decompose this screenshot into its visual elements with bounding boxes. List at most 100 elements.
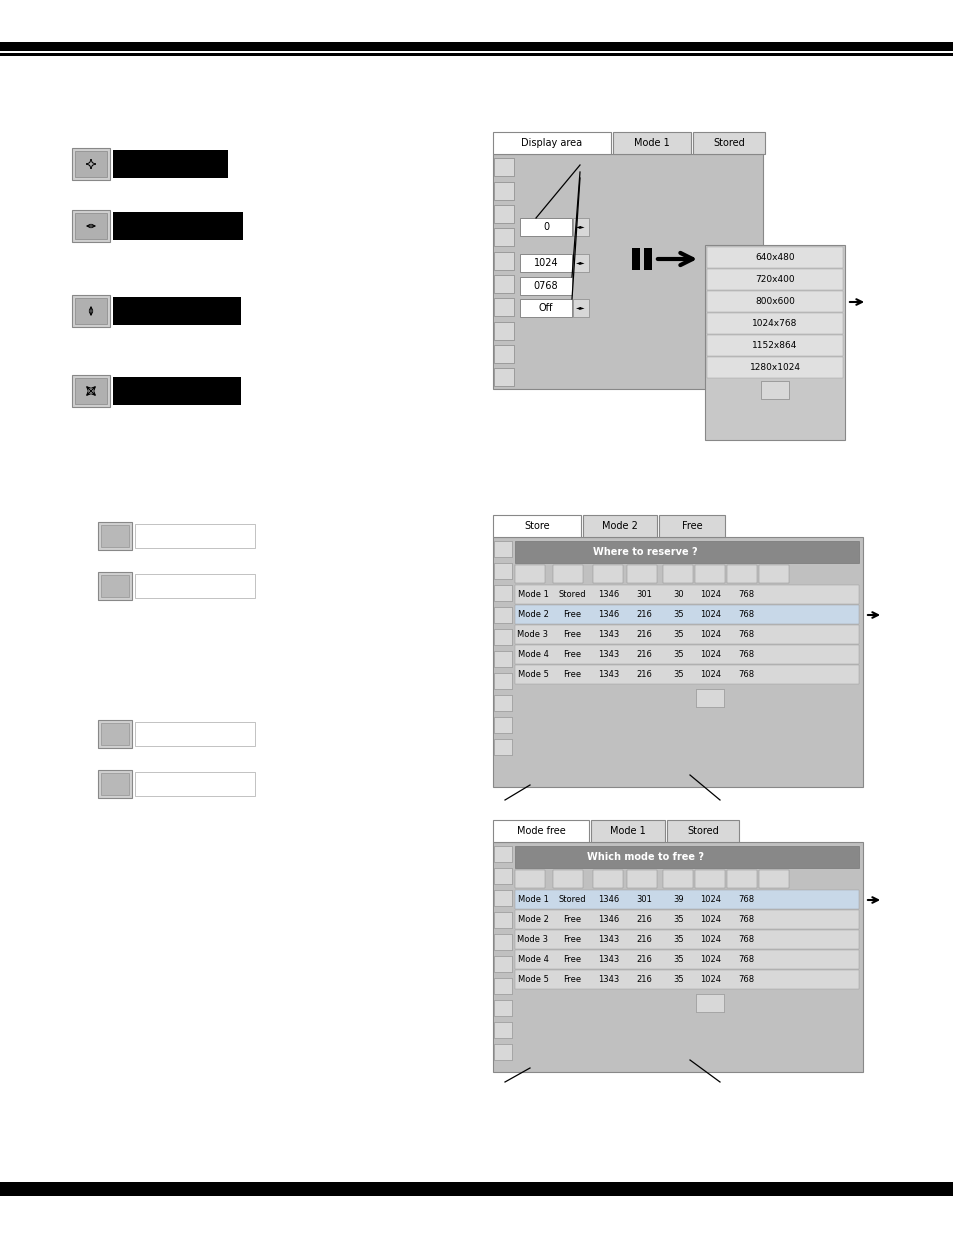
Bar <box>515 585 858 604</box>
Bar <box>494 673 512 689</box>
Bar <box>626 869 657 888</box>
Bar <box>662 869 692 888</box>
Text: 35: 35 <box>673 935 683 944</box>
Text: Free: Free <box>562 974 580 984</box>
Text: 1024: 1024 <box>700 610 720 619</box>
Bar <box>519 254 572 272</box>
Bar <box>493 820 588 842</box>
Bar <box>71 210 110 242</box>
Text: 1280x1024: 1280x1024 <box>749 363 800 372</box>
Text: 216: 216 <box>636 671 651 679</box>
Text: 1024: 1024 <box>700 671 720 679</box>
Bar <box>662 564 692 583</box>
Bar <box>706 335 842 356</box>
Bar <box>494 956 512 972</box>
Bar <box>494 695 512 711</box>
Bar <box>494 322 514 340</box>
Text: Display area: Display area <box>521 138 582 148</box>
Bar <box>695 564 724 583</box>
Text: 216: 216 <box>636 935 651 944</box>
Text: 35: 35 <box>673 650 683 659</box>
Text: Free: Free <box>562 935 580 944</box>
Bar <box>101 576 129 597</box>
Bar <box>515 541 858 563</box>
Text: Stored: Stored <box>558 590 585 599</box>
Text: Free: Free <box>562 610 580 619</box>
Text: 768: 768 <box>738 915 753 924</box>
Text: 768: 768 <box>738 955 753 965</box>
Bar <box>494 298 514 316</box>
Text: Stored: Stored <box>713 138 744 148</box>
Text: 1343: 1343 <box>598 935 619 944</box>
Bar <box>706 269 842 290</box>
Text: 1024: 1024 <box>700 650 720 659</box>
Bar <box>613 132 690 154</box>
Bar <box>626 564 657 583</box>
Text: Mode 2: Mode 2 <box>517 610 548 619</box>
Bar <box>75 378 107 404</box>
Bar <box>493 842 862 1072</box>
Bar <box>135 524 254 548</box>
Text: Mode 4: Mode 4 <box>517 650 548 659</box>
Bar <box>692 132 764 154</box>
Text: 35: 35 <box>673 630 683 638</box>
Text: 1346: 1346 <box>598 590 619 599</box>
Text: Store: Store <box>523 521 549 531</box>
Bar <box>71 148 110 180</box>
Bar <box>593 564 622 583</box>
Text: 301: 301 <box>636 590 651 599</box>
Bar <box>0 53 953 56</box>
Bar <box>519 299 572 317</box>
Text: Free: Free <box>681 521 701 531</box>
Bar <box>494 718 512 734</box>
Text: Free: Free <box>562 630 580 638</box>
Text: 768: 768 <box>738 935 753 944</box>
Text: 0768: 0768 <box>533 282 558 291</box>
Text: 216: 216 <box>636 955 651 965</box>
Text: ◄►: ◄► <box>576 261 585 266</box>
Text: 35: 35 <box>673 974 683 984</box>
Bar <box>98 720 132 748</box>
Text: Mode 2: Mode 2 <box>517 915 548 924</box>
Bar <box>553 869 582 888</box>
Text: Mode 4: Mode 4 <box>517 955 548 965</box>
Bar <box>135 772 254 797</box>
Text: 1343: 1343 <box>598 671 619 679</box>
Text: 768: 768 <box>738 895 753 904</box>
Text: 800x600: 800x600 <box>754 296 794 306</box>
Bar <box>666 820 739 842</box>
Bar <box>515 910 858 929</box>
Text: Mode 3: Mode 3 <box>517 935 548 944</box>
Text: Free: Free <box>562 671 580 679</box>
Bar <box>494 1044 512 1060</box>
Bar <box>494 651 512 667</box>
Bar <box>659 515 724 537</box>
Text: 1024: 1024 <box>700 935 720 944</box>
Bar <box>494 629 512 645</box>
Bar <box>494 275 514 293</box>
Bar <box>494 911 512 927</box>
Text: Free: Free <box>562 915 580 924</box>
Bar <box>515 625 858 643</box>
Bar <box>582 515 657 537</box>
Bar <box>494 868 512 884</box>
Bar <box>515 645 858 664</box>
Text: Mode 5: Mode 5 <box>517 671 548 679</box>
Text: 768: 768 <box>738 974 753 984</box>
Text: 1152x864: 1152x864 <box>752 341 797 350</box>
Bar <box>696 994 723 1011</box>
Text: 1346: 1346 <box>598 895 619 904</box>
Bar <box>695 869 724 888</box>
Text: 1024: 1024 <box>700 915 720 924</box>
Bar <box>494 934 512 950</box>
Text: Mode free: Mode free <box>517 826 565 836</box>
Text: Mode 1: Mode 1 <box>610 826 645 836</box>
Bar <box>515 664 858 684</box>
Bar <box>494 563 512 579</box>
Text: Mode 1: Mode 1 <box>517 590 548 599</box>
Bar <box>493 132 610 154</box>
Bar <box>759 869 788 888</box>
Bar <box>0 1183 953 1186</box>
Bar <box>75 151 107 177</box>
Bar <box>515 564 544 583</box>
